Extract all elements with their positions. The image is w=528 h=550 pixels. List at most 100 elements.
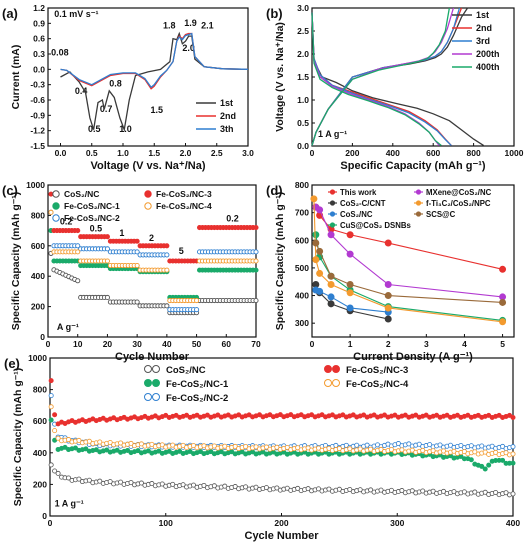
data-point <box>138 441 144 447</box>
data-point <box>243 484 249 490</box>
legend-marker <box>324 365 332 373</box>
data-point <box>145 448 151 454</box>
data-point <box>395 441 401 447</box>
data-point <box>114 447 120 453</box>
data-point <box>346 250 354 258</box>
data-point <box>134 263 140 269</box>
y-axis-label: Voltage (V vs. Na⁺/Na) <box>274 22 286 132</box>
data-point <box>48 404 54 410</box>
data-point <box>66 437 72 443</box>
data-point <box>503 450 509 456</box>
data-point <box>134 299 140 305</box>
data-point <box>305 486 311 492</box>
data-point <box>500 457 506 463</box>
annotation: 1.8 <box>163 20 176 30</box>
data-point <box>458 442 464 448</box>
data-point <box>55 435 61 441</box>
data-point <box>128 480 134 486</box>
x-tick-label: 300 <box>390 518 404 528</box>
y-tick-label: 0.5 <box>297 118 309 128</box>
y-tick-label: -0.9 <box>30 110 45 120</box>
plot-frame <box>47 7 249 147</box>
data-point <box>52 428 58 434</box>
annotation: 1.5 <box>151 105 164 115</box>
data-point <box>75 278 81 284</box>
legend-marker <box>52 190 60 198</box>
x-tick-label: 400 <box>506 518 520 528</box>
data-point <box>510 460 516 466</box>
annotation: 0.2 <box>226 213 239 223</box>
data-point <box>177 448 183 454</box>
data-point <box>489 443 495 449</box>
legend-entry: Fe-CoS₂/NC-2 <box>166 393 228 404</box>
y-tick-label: 0.6 <box>33 34 45 44</box>
legend-marker <box>144 365 152 373</box>
x-tick-label: 1 <box>348 339 353 349</box>
y-tick-label: 600 <box>295 235 309 245</box>
x-tick-label: 0 <box>310 339 315 349</box>
data-point <box>384 315 392 323</box>
x-tick-label: 0.5 <box>86 148 98 158</box>
legend-entry: Fe-CoS₂/NC-2 <box>64 213 120 223</box>
legend-marker <box>152 365 160 373</box>
panel-label: (b) <box>266 6 283 21</box>
legend-marker <box>324 379 332 387</box>
data-point <box>170 442 176 448</box>
data-point <box>211 443 217 449</box>
legend-entry: CoS₂/NC <box>64 189 99 199</box>
data-point <box>232 484 238 490</box>
data-point <box>499 265 507 273</box>
annotation: 2.1 <box>201 20 214 30</box>
data-point <box>170 481 176 487</box>
x-tick-label: 5 <box>500 339 505 349</box>
data-point <box>191 443 197 449</box>
data-point <box>211 483 217 489</box>
data-point <box>475 412 481 418</box>
data-point <box>164 252 170 258</box>
data-point <box>253 297 259 304</box>
series-line <box>311 12 485 147</box>
x-tick-label: 0 <box>46 339 51 349</box>
data-point <box>451 489 457 495</box>
legend-entry: 3rd <box>476 36 490 46</box>
data-point <box>346 280 354 288</box>
data-point <box>194 297 200 304</box>
x-tick-label: 400 <box>386 148 400 158</box>
data-point <box>253 225 259 231</box>
data-point <box>368 446 374 452</box>
data-point <box>409 447 415 453</box>
data-point <box>48 462 54 468</box>
x-tick-label: 30 <box>132 339 142 349</box>
data-point <box>104 246 110 252</box>
y-tick-label: 0.9 <box>33 18 45 28</box>
legend-entry: Fe-CoS₂/NC-1 <box>64 201 120 211</box>
data-point <box>93 447 99 453</box>
data-point <box>316 269 324 277</box>
y-axis-label: Specific Capacity (mAh g⁻¹) <box>10 192 22 331</box>
legend-entry: CuS@CoS₂ DSNBs <box>340 221 412 230</box>
x-tick-label: 4 <box>462 339 467 349</box>
y-tick-label: -0.6 <box>30 95 45 105</box>
data-point <box>253 267 259 273</box>
data-point <box>55 470 61 476</box>
legend-entry: Fe-CoS₂/NC-3 <box>346 365 408 376</box>
data-point <box>52 412 58 418</box>
data-point <box>222 443 228 449</box>
data-point <box>180 442 186 448</box>
data-point <box>125 447 131 453</box>
data-point <box>316 206 324 214</box>
y-tick-label: 0 <box>42 511 47 521</box>
y-tick-label: 1000 <box>26 180 45 190</box>
data-point <box>316 486 322 492</box>
data-point <box>309 412 315 418</box>
data-point <box>402 412 408 418</box>
data-point <box>327 272 335 280</box>
data-point <box>420 488 426 494</box>
legend-marker <box>152 379 160 387</box>
data-point <box>482 489 488 495</box>
y-tick-label: 400 <box>31 271 45 281</box>
data-point <box>327 280 335 288</box>
panel-4: 0 100 200 300 400 0 200 400 600 800 1000 Cycle Numb… <box>4 353 520 542</box>
x-axis-label: Voltage (V vs. Na⁺/Na) <box>90 160 205 172</box>
annotation: 1 A g⁻¹ <box>55 499 84 509</box>
